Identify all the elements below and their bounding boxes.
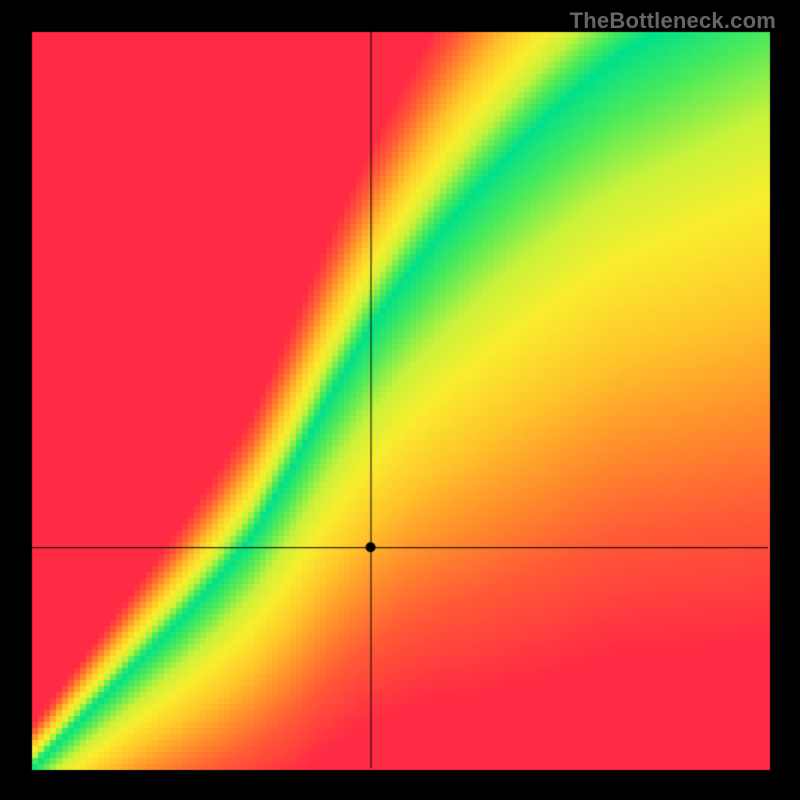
watermark-text: TheBottleneck.com [570,8,776,34]
heatmap-canvas [0,0,800,800]
